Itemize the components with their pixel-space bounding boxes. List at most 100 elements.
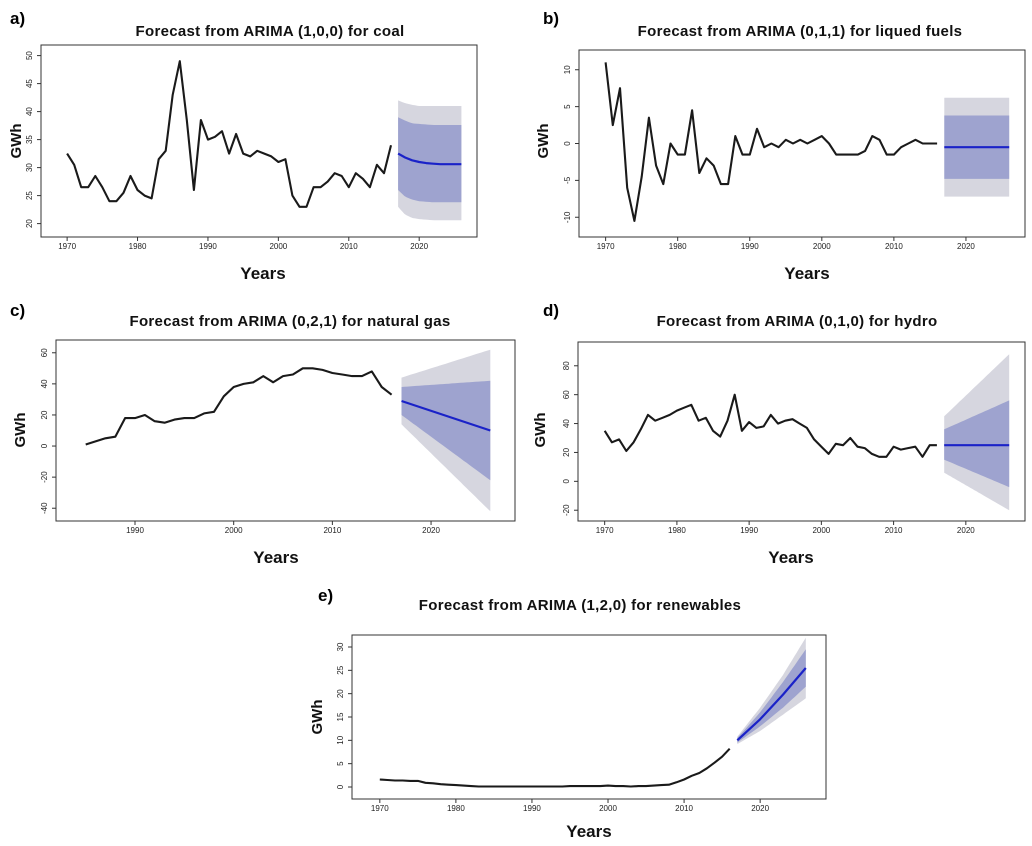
y-axis-label: GWh bbox=[8, 124, 25, 159]
y-tick-label: 0 bbox=[336, 784, 345, 789]
y-tick-label: 10 bbox=[336, 735, 345, 744]
y-tick-label: 45 bbox=[25, 79, 34, 88]
y-tick-label: 40 bbox=[562, 419, 571, 428]
y-tick-label: -5 bbox=[563, 176, 572, 184]
chart-panel-2: c) Forecast from ARIMA (0,2,1) for natura… bbox=[10, 301, 516, 567]
y-tick-label: 5 bbox=[563, 104, 572, 109]
y-tick-label: -20 bbox=[562, 504, 571, 516]
x-tick-label: 1980 bbox=[447, 804, 465, 813]
panel-letter: a) bbox=[10, 9, 25, 28]
forecast-mean-line bbox=[736, 667, 807, 742]
y-tick-label: 35 bbox=[25, 135, 34, 144]
panel-letter: e) bbox=[318, 586, 333, 605]
y-axis-label: GWh bbox=[309, 700, 326, 735]
y-tick-label: 25 bbox=[25, 191, 34, 200]
y-tick-label: 50 bbox=[25, 51, 34, 60]
x-tick-label: 2000 bbox=[599, 804, 617, 813]
y-tick-label: 5 bbox=[336, 761, 345, 766]
x-tick-label: 2000 bbox=[812, 526, 830, 535]
chart-title: Forecast from ARIMA (0,1,1) for liqued f… bbox=[638, 23, 963, 40]
chart-title: Forecast from ARIMA (1,0,0) for coal bbox=[136, 23, 405, 40]
x-axis-label: Years bbox=[240, 264, 285, 283]
y-tick-label: 20 bbox=[40, 410, 49, 419]
chart-panel-4: e) Forecast from ARIMA (1,2,0) for renewa… bbox=[309, 586, 827, 841]
y-tick-label: 20 bbox=[562, 447, 571, 456]
y-tick-label: 60 bbox=[562, 390, 571, 399]
x-tick-label: 2020 bbox=[957, 526, 975, 535]
x-tick-label: 2010 bbox=[340, 242, 358, 251]
x-tick-label: 1990 bbox=[523, 804, 541, 813]
x-tick-label: 2000 bbox=[269, 242, 287, 251]
y-axis-label: GWh bbox=[532, 413, 549, 448]
history-series-line bbox=[379, 747, 731, 788]
x-tick-label: 1970 bbox=[597, 242, 615, 251]
history-series-line bbox=[604, 62, 938, 222]
y-tick-label: 0 bbox=[40, 443, 49, 448]
chart-title: Forecast from ARIMA (1,2,0) for renewabl… bbox=[419, 597, 741, 614]
band-80-area bbox=[398, 117, 462, 203]
y-tick-label: 20 bbox=[25, 219, 34, 228]
x-tick-label: 2010 bbox=[885, 242, 903, 251]
forecast-mean-line bbox=[401, 399, 491, 432]
plot-frame bbox=[55, 339, 516, 522]
x-tick-label: 2010 bbox=[323, 526, 341, 535]
band-95-area bbox=[737, 637, 806, 745]
y-tick-label: 0 bbox=[563, 141, 572, 146]
band-80-area bbox=[401, 380, 491, 481]
x-tick-label: 1970 bbox=[371, 804, 389, 813]
y-tick-label: 20 bbox=[336, 689, 345, 698]
x-tick-label: 2000 bbox=[225, 526, 243, 535]
x-tick-label: 2000 bbox=[813, 242, 831, 251]
y-tick-label: 80 bbox=[562, 361, 571, 370]
history-series-line bbox=[603, 393, 937, 458]
y-tick-label: 0 bbox=[562, 479, 571, 484]
x-axis-label: Years bbox=[768, 548, 813, 567]
y-tick-label: 25 bbox=[336, 665, 345, 674]
panel-letter: d) bbox=[543, 301, 559, 320]
x-tick-label: 2020 bbox=[957, 242, 975, 251]
plot-frame bbox=[40, 44, 478, 238]
x-tick-label: 1980 bbox=[668, 526, 686, 535]
x-tick-label: 2010 bbox=[885, 526, 903, 535]
x-axis-label: Years bbox=[253, 548, 298, 567]
history-series-line bbox=[85, 367, 393, 446]
y-tick-label: 60 bbox=[40, 348, 49, 357]
x-tick-label: 2020 bbox=[751, 804, 769, 813]
x-tick-label: 1990 bbox=[740, 526, 758, 535]
panel-letter: c) bbox=[10, 301, 25, 320]
y-tick-label: -10 bbox=[563, 211, 572, 223]
y-axis-label: GWh bbox=[12, 413, 29, 448]
chart-panel-1: b) Forecast from ARIMA (0,1,1) for liqued… bbox=[535, 9, 1026, 283]
x-tick-label: 1990 bbox=[126, 526, 144, 535]
y-tick-label: -20 bbox=[40, 471, 49, 483]
x-tick-label: 1990 bbox=[199, 242, 217, 251]
y-tick-label: 40 bbox=[25, 107, 34, 116]
panel-letter: b) bbox=[543, 9, 559, 28]
y-axis-label: GWh bbox=[535, 124, 552, 159]
forecast-mean-line bbox=[397, 152, 462, 166]
x-tick-label: 2010 bbox=[675, 804, 693, 813]
chart-panel-0: a) Forecast from ARIMA (1,0,0) for coal 19… bbox=[8, 9, 478, 283]
x-tick-label: 1990 bbox=[741, 242, 759, 251]
y-tick-label: 10 bbox=[563, 65, 572, 74]
y-tick-label: -40 bbox=[40, 502, 49, 514]
x-axis-label: Years bbox=[566, 822, 611, 841]
x-axis-label: Years bbox=[784, 264, 829, 283]
x-tick-label: 1970 bbox=[596, 526, 614, 535]
x-tick-label: 1980 bbox=[129, 242, 147, 251]
chart-title: Forecast from ARIMA (0,1,0) for hydro bbox=[657, 313, 938, 330]
band-80-area bbox=[737, 649, 806, 743]
y-tick-label: 15 bbox=[336, 712, 345, 721]
y-tick-label: 30 bbox=[25, 163, 34, 172]
plot-frame bbox=[577, 341, 1026, 522]
chart-panel-3: d) Forecast from ARIMA (0,1,0) for hydro 1… bbox=[532, 301, 1026, 567]
y-tick-label: 30 bbox=[336, 642, 345, 651]
x-tick-label: 1970 bbox=[58, 242, 76, 251]
chart-title: Forecast from ARIMA (0,2,1) for natural … bbox=[129, 313, 450, 330]
y-tick-label: 40 bbox=[40, 379, 49, 388]
x-tick-label: 2020 bbox=[410, 242, 428, 251]
band-80-area bbox=[944, 400, 1010, 488]
history-series-line bbox=[66, 60, 393, 208]
x-tick-label: 1980 bbox=[669, 242, 687, 251]
